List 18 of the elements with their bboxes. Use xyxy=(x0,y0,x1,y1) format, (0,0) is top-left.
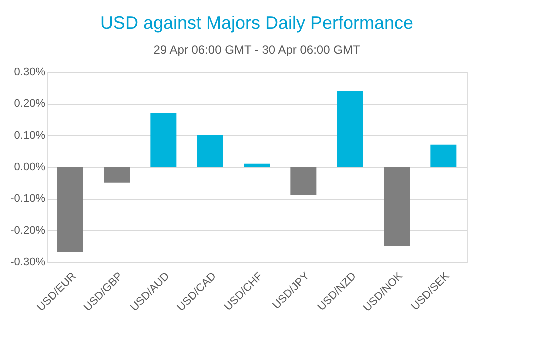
chart-title: USD against Majors Daily Performance xyxy=(100,13,414,33)
bar xyxy=(337,91,364,167)
bar xyxy=(290,167,317,196)
y-tick-label: -0.20% xyxy=(10,224,46,237)
bar xyxy=(104,167,130,183)
y-tick-label: -0.10% xyxy=(10,193,46,206)
bar xyxy=(430,144,457,167)
y-tick-label: 0.00% xyxy=(14,162,46,174)
y-tick-label: -0.30% xyxy=(10,256,46,268)
bar xyxy=(197,135,224,167)
y-tick-label: 0.10% xyxy=(14,130,46,142)
bar xyxy=(384,167,410,246)
bar xyxy=(57,167,84,252)
bar xyxy=(244,164,270,167)
bar xyxy=(150,113,177,167)
y-tick-label: 0.20% xyxy=(14,98,46,110)
y-tick-label: 0.30% xyxy=(14,66,46,78)
chart-subtitle: 29 Apr 06:00 GMT - 30 Apr 06:00 GMT xyxy=(154,43,361,57)
